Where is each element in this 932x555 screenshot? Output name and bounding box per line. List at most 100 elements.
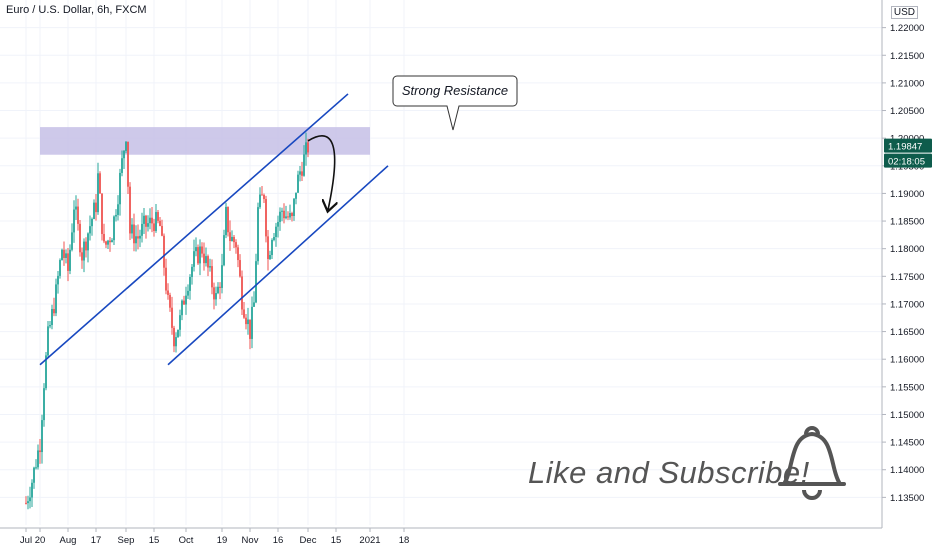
candle-body — [301, 171, 303, 176]
candle-body — [123, 150, 125, 159]
x-tick-label: Aug — [60, 535, 77, 546]
x-tick-label: 19 — [217, 535, 228, 546]
channel-lower-line — [167, 165, 389, 366]
candle-body — [287, 216, 289, 218]
candle-body — [163, 235, 165, 268]
x-tick-label: 2021 — [359, 535, 380, 546]
symbol-title: Euro / U.S. Dollar, 6h, FXCM — [6, 4, 147, 16]
candle-body — [227, 206, 229, 233]
candle-body — [213, 287, 215, 300]
x-tick-label: Jul — [20, 535, 32, 546]
candle-body — [41, 420, 43, 453]
candle-body — [181, 300, 183, 316]
candle-body — [89, 226, 91, 234]
candle-body — [201, 246, 203, 254]
candle-body — [289, 213, 291, 218]
candle-body — [125, 141, 127, 151]
candle-body — [53, 308, 55, 314]
candle-body — [303, 154, 305, 176]
grid — [0, 0, 882, 525]
callout-text: Strong Resistance — [402, 83, 508, 98]
candle-body — [151, 217, 153, 224]
candle-body — [175, 337, 177, 347]
candle-body — [229, 232, 231, 242]
candle-body — [219, 286, 221, 288]
candle-body — [277, 221, 279, 227]
candle-body — [273, 236, 275, 240]
candle-body — [259, 194, 261, 208]
candle-body — [239, 260, 241, 277]
candle-body — [215, 293, 217, 300]
y-tick-label: 1.19000 — [890, 189, 924, 200]
y-tick-label: 1.18000 — [890, 244, 924, 255]
candle-body — [167, 290, 169, 295]
candle-body — [37, 450, 39, 468]
candles — [25, 132, 309, 510]
callout-strong-resistance: Strong Resistance — [392, 75, 518, 131]
y-tick-label: 1.13500 — [890, 493, 924, 504]
x-tick-label: 15 — [331, 535, 342, 546]
y-tick-label: 1.20500 — [890, 106, 924, 117]
candle-body — [63, 249, 65, 258]
candle-body — [73, 209, 75, 233]
candle-body — [243, 309, 245, 318]
candle-body — [173, 327, 175, 347]
candle-body — [29, 497, 31, 502]
candle-body — [199, 246, 201, 264]
projection-arrow — [307, 135, 335, 210]
annotations: Strong Resistance Like and Subscribe! — [392, 75, 846, 500]
candle-body — [191, 266, 193, 277]
candle-body — [153, 223, 155, 231]
candle-body — [35, 467, 37, 469]
candle-body — [255, 261, 257, 303]
candle-body — [283, 210, 285, 219]
x-tick-label: 16 — [273, 535, 284, 546]
candle-body — [119, 172, 121, 205]
x-tick-label: Nov — [242, 535, 259, 546]
candle-body — [83, 241, 85, 261]
currency-label[interactable]: USD — [890, 6, 918, 19]
candle-body — [45, 355, 47, 389]
candle-body — [109, 240, 111, 243]
x-tick-label: 20 — [35, 535, 46, 546]
bell-icon — [778, 426, 846, 500]
resistance-zone — [40, 127, 370, 155]
candle-body — [59, 260, 61, 276]
candle-body — [91, 218, 93, 227]
y-tick-label: 1.18500 — [890, 217, 924, 228]
candle-body — [203, 253, 205, 264]
candle-body — [297, 174, 299, 193]
candle-body — [195, 247, 197, 252]
candle-body — [291, 213, 293, 217]
candle-body — [97, 173, 99, 213]
candle-body — [39, 450, 41, 453]
candle-body — [145, 215, 147, 227]
candle-body — [275, 226, 277, 237]
y-tick-label: 1.22000 — [890, 23, 924, 34]
candle-body — [299, 171, 301, 175]
candle-body — [33, 467, 35, 483]
candle-body — [93, 202, 95, 219]
candle-body — [117, 204, 119, 215]
candle-body — [221, 265, 223, 288]
last-price-tag — [884, 138, 932, 153]
x-tick-label: Sep — [118, 535, 135, 546]
candle-body — [137, 236, 139, 239]
candle-body — [235, 242, 237, 248]
candle-body — [147, 223, 149, 227]
time-axis-bg — [0, 528, 882, 550]
candle-body — [111, 240, 113, 243]
candle-body — [85, 241, 87, 251]
y-tick-label: 1.16500 — [890, 327, 924, 338]
candle-body — [75, 206, 77, 210]
candle-body — [103, 233, 105, 242]
candle-body — [129, 186, 131, 234]
candle-body — [149, 217, 151, 224]
candle-body — [27, 501, 29, 504]
candle-body — [217, 286, 219, 294]
candle-body — [61, 249, 63, 261]
y-tick-label: 1.17000 — [890, 299, 924, 310]
countdown-tag — [884, 153, 932, 168]
